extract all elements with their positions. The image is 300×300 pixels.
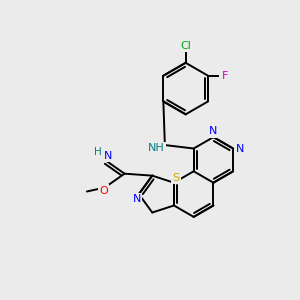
Text: Cl: Cl [180, 41, 191, 51]
Text: N: N [236, 143, 244, 154]
Text: S: S [172, 173, 179, 183]
Text: F: F [222, 71, 228, 81]
Text: N: N [133, 194, 141, 204]
Text: H: H [94, 147, 102, 157]
Text: N: N [103, 151, 112, 161]
Text: NH: NH [148, 143, 164, 153]
Text: O: O [99, 185, 108, 196]
Text: N: N [209, 126, 218, 136]
